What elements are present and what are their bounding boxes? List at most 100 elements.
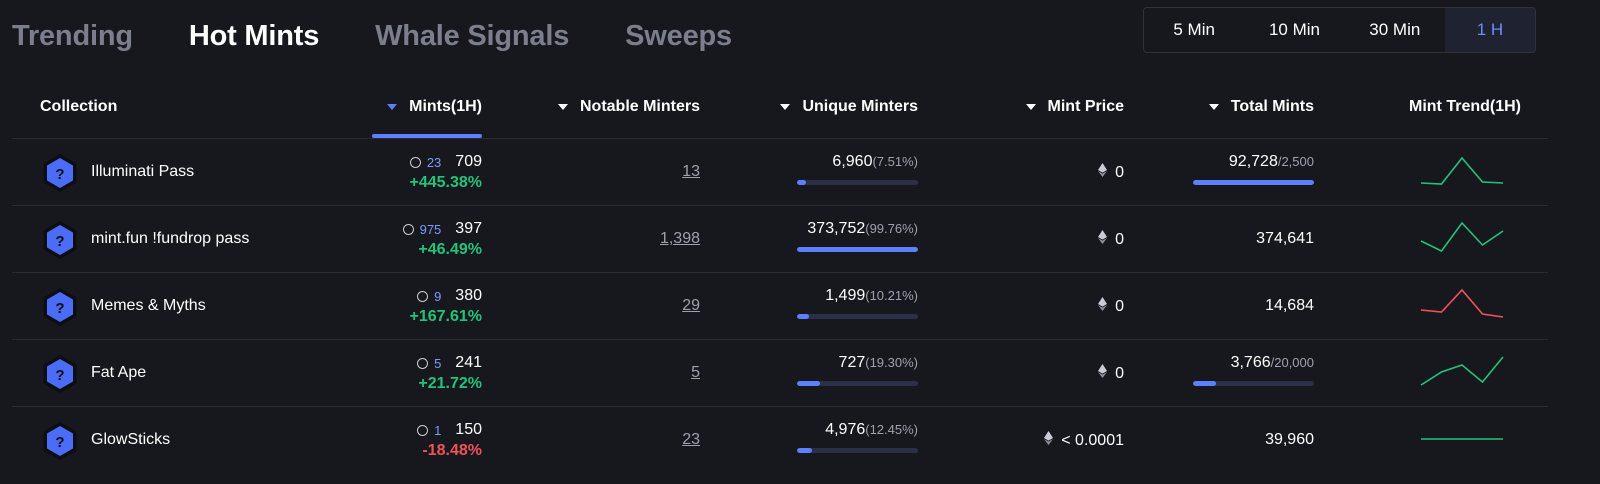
minter-ring-icon — [402, 223, 414, 235]
notable-minters-link[interactable]: 5 — [691, 364, 700, 381]
total-mints-max: /20,000 — [1270, 355, 1314, 370]
minter-ring-icon — [409, 156, 421, 168]
collection-name[interactable]: Illuminati Pass — [91, 163, 195, 180]
trend-line-chart — [1421, 438, 1503, 440]
total-mints-cell: 92,728/2,500 — [1193, 153, 1314, 185]
total-mints-value: 374,641 — [1256, 230, 1314, 247]
minter-count: 5 — [434, 355, 442, 371]
notable-minters-link[interactable]: 13 — [682, 163, 700, 180]
unique-minters-pct: (12.45%) — [865, 422, 918, 437]
question-mark-icon: ? — [43, 154, 77, 192]
trend-line — [1420, 356, 1504, 386]
mint-price-value: 0 — [1115, 163, 1124, 181]
notable-minters-link[interactable]: 29 — [682, 297, 700, 314]
table-row[interactable]: ? Illuminati Pass 23 709 +445.38% 13 6,9… — [12, 139, 1548, 206]
collection-name[interactable]: GlowSticks — [91, 431, 171, 448]
tab-trending[interactable]: Trending — [12, 19, 133, 52]
collection-name[interactable]: Memes & Myths — [91, 297, 206, 314]
total-mints-cell: 14,684 — [1193, 297, 1314, 317]
mint-price-value: 0 — [1115, 230, 1124, 248]
unique-minters-bar — [797, 381, 918, 386]
minter-ring-icon — [417, 424, 429, 436]
table-header: Collection Mints(1H) Notable Minters Uni… — [12, 74, 1548, 139]
unique-minters-cell: 4,976(12.45%) — [797, 421, 918, 453]
unique-minters-bar-fill — [797, 381, 821, 386]
unique-minters-bar-fill — [797, 247, 918, 252]
tab-hot-mints[interactable]: Hot Mints — [188, 19, 320, 52]
column-collection-label: Collection — [40, 98, 118, 115]
trend-line-chart — [1420, 288, 1504, 318]
table-row[interactable]: ? Memes & Myths 9 380 +167.61% 29 1,499(… — [12, 273, 1548, 340]
mint-count: 241 — [455, 354, 482, 371]
collection-avatar: ? — [42, 421, 78, 461]
question-mark-icon: ? — [43, 288, 77, 326]
table-row[interactable]: ? mint.fun !fundrop pass 975 397 +46.49%… — [12, 206, 1548, 273]
mint-trend-sparkline — [1417, 284, 1507, 329]
mints-cell: 9 380 +167.61% — [409, 286, 482, 326]
mint-change: +21.72% — [418, 375, 482, 392]
unique-minters-bar — [797, 247, 918, 252]
notable-minters-link[interactable]: 23 — [682, 431, 700, 448]
unique-minters-pct: (10.21%) — [865, 288, 918, 303]
question-mark-icon: ? — [43, 355, 77, 393]
column-mints-sort[interactable]: Mints(1H) — [387, 98, 482, 116]
unique-minters-value: 4,976 — [825, 421, 866, 438]
tab-sweeps[interactable]: Sweeps — [625, 19, 732, 52]
notable-minters-link[interactable]: 1,398 — [659, 230, 700, 247]
mint-trend-sparkline — [1417, 217, 1507, 262]
time-range-selector: 5 Min 10 Min 30 Min 1 H — [1143, 7, 1536, 53]
range-10-min-button[interactable]: 10 Min — [1268, 20, 1320, 39]
column-trend: Mint Trend(1H) — [1409, 98, 1521, 116]
total-mints-max: /2,500 — [1277, 154, 1314, 169]
unique-minters-cell: 727(19.30%) — [797, 354, 918, 386]
unique-minters-bar — [797, 448, 918, 453]
range-5-min-button[interactable]: 5 Min — [1173, 20, 1215, 39]
minter-count: 9 — [434, 288, 442, 304]
column-unique-sort[interactable]: Unique Minters — [780, 98, 918, 116]
column-total-sort[interactable]: Total Mints — [1208, 98, 1314, 116]
trend-line — [1420, 156, 1504, 185]
mint-trend-sparkline — [1417, 351, 1507, 396]
tab-whale-signals[interactable]: Whale Signals — [375, 19, 570, 52]
total-mints-cell: 39,960 — [1193, 431, 1314, 451]
mint-change: +445.38% — [409, 174, 482, 191]
eth-icon — [1098, 230, 1108, 249]
collection-name[interactable]: mint.fun !fundrop pass — [91, 230, 250, 247]
mints-cell: 23 709 +445.38% — [409, 152, 482, 192]
range-1-h-button[interactable]: 1 H — [1444, 8, 1535, 52]
mints-cell: 5 241 +21.72% — [417, 353, 482, 393]
column-notable-label: Notable Minters — [579, 98, 700, 115]
mint-trend-sparkline — [1417, 150, 1507, 195]
mint-price-cell: 0 — [1098, 163, 1124, 182]
column-notable-sort[interactable]: Notable Minters — [557, 98, 700, 116]
mint-change: +46.49% — [418, 241, 482, 258]
minter-count: 23 — [426, 154, 442, 170]
minter-ring-icon — [417, 290, 429, 302]
total-mints-value: 39,960 — [1265, 431, 1314, 448]
tab-bar: Trending Hot Mints Whale Signals Sweeps — [12, 14, 788, 58]
total-mints-bar — [1193, 381, 1314, 386]
eth-icon — [1098, 297, 1108, 316]
svg-text:?: ? — [55, 166, 64, 183]
mints-cell: 1 150 -18.48% — [417, 420, 482, 460]
table-row[interactable]: ? GlowSticks 1 150 -18.48% 23 4,976(12.4… — [12, 407, 1548, 474]
sort-caret-icon — [557, 104, 568, 110]
mints-cell: 975 397 +46.49% — [402, 219, 482, 259]
unique-minters-pct: (19.30%) — [865, 355, 918, 370]
collection-name[interactable]: Fat Ape — [91, 364, 147, 381]
mint-count: 380 — [455, 287, 482, 304]
range-30-min-button[interactable]: 30 Min — [1369, 20, 1421, 39]
column-price-sort[interactable]: Mint Price — [1025, 98, 1124, 116]
sort-caret-icon — [1025, 104, 1036, 110]
minter-count: 1 — [434, 422, 442, 438]
total-mints-cell: 374,641 — [1193, 230, 1314, 250]
sort-caret-icon — [387, 104, 398, 110]
mint-change: +167.61% — [409, 308, 482, 325]
total-mints-bar — [1193, 180, 1314, 185]
unique-minters-value: 727 — [838, 354, 866, 371]
mint-count: 150 — [455, 421, 482, 438]
minter-count: 975 — [419, 221, 442, 237]
table-row[interactable]: ? Fat Ape 5 241 +21.72% 5 727(19.30%) 0 — [12, 340, 1548, 407]
trend-line-chart — [1420, 356, 1504, 386]
column-mints-label: Mints(1H) — [409, 98, 482, 115]
